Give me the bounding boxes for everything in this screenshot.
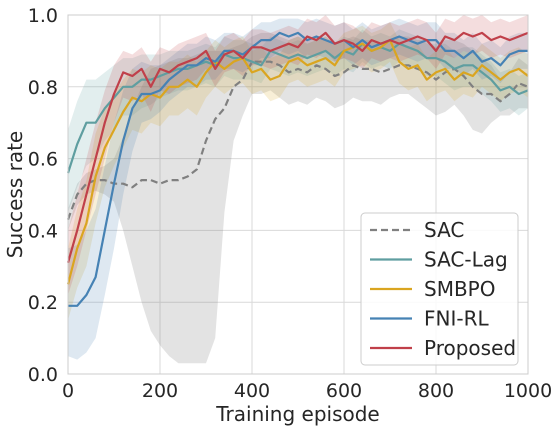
plot-frame — [67, 14, 529, 375]
sac-band — [68, 32, 528, 364]
x-tick-label: 200 — [142, 380, 178, 402]
legend: SAC SAC-Lag SMBPO FNI-RL Proposed — [360, 212, 519, 366]
y-tick-label: 0.6 — [28, 149, 58, 171]
fni-rl-band — [68, 18, 528, 360]
x-tick-label: 800 — [418, 380, 454, 402]
y-tick-label: 0.4 — [28, 220, 58, 242]
smbpo-band — [68, 22, 528, 321]
x-tick-label: 400 — [234, 380, 270, 402]
legend-label-sac: SAC — [424, 218, 464, 242]
x-tick-label: 0 — [62, 380, 74, 402]
y-axis-label: Success rate — [3, 131, 27, 259]
x-tick-label: 1000 — [504, 380, 552, 402]
y-tick-label: 0.0 — [28, 364, 58, 386]
legend-box — [360, 212, 519, 366]
legend-label-sac-lag: SAC-Lag — [424, 248, 508, 272]
smbpo-line — [66, 38, 529, 285]
y-tick-labels: 0.0 0.2 0.4 0.6 0.8 1.0 — [28, 5, 58, 386]
x-tick-labels: 0 200 400 600 800 1000 — [62, 380, 552, 402]
legend-label-fni-rl: FNI-RL — [424, 307, 489, 331]
series-lines — [66, 31, 529, 307]
fni-rl-line — [68, 31, 528, 307]
y-tick-label: 0.2 — [28, 292, 58, 314]
sac-lag-line — [66, 42, 529, 174]
x-axis-label: Training episode — [215, 402, 380, 426]
legend-label-smbpo: SMBPO — [424, 277, 495, 301]
y-tick-label: 0.8 — [28, 77, 58, 99]
grid — [67, 14, 529, 375]
legend-label-proposed: Proposed — [424, 336, 516, 360]
proposed-band — [68, 15, 528, 295]
x-tick-label: 600 — [326, 380, 362, 402]
sac-line — [66, 60, 529, 220]
confidence-bands — [68, 15, 528, 364]
y-tick-label: 1.0 — [28, 5, 58, 27]
proposed-line — [66, 31, 529, 264]
sac-lag-band — [68, 29, 528, 213]
